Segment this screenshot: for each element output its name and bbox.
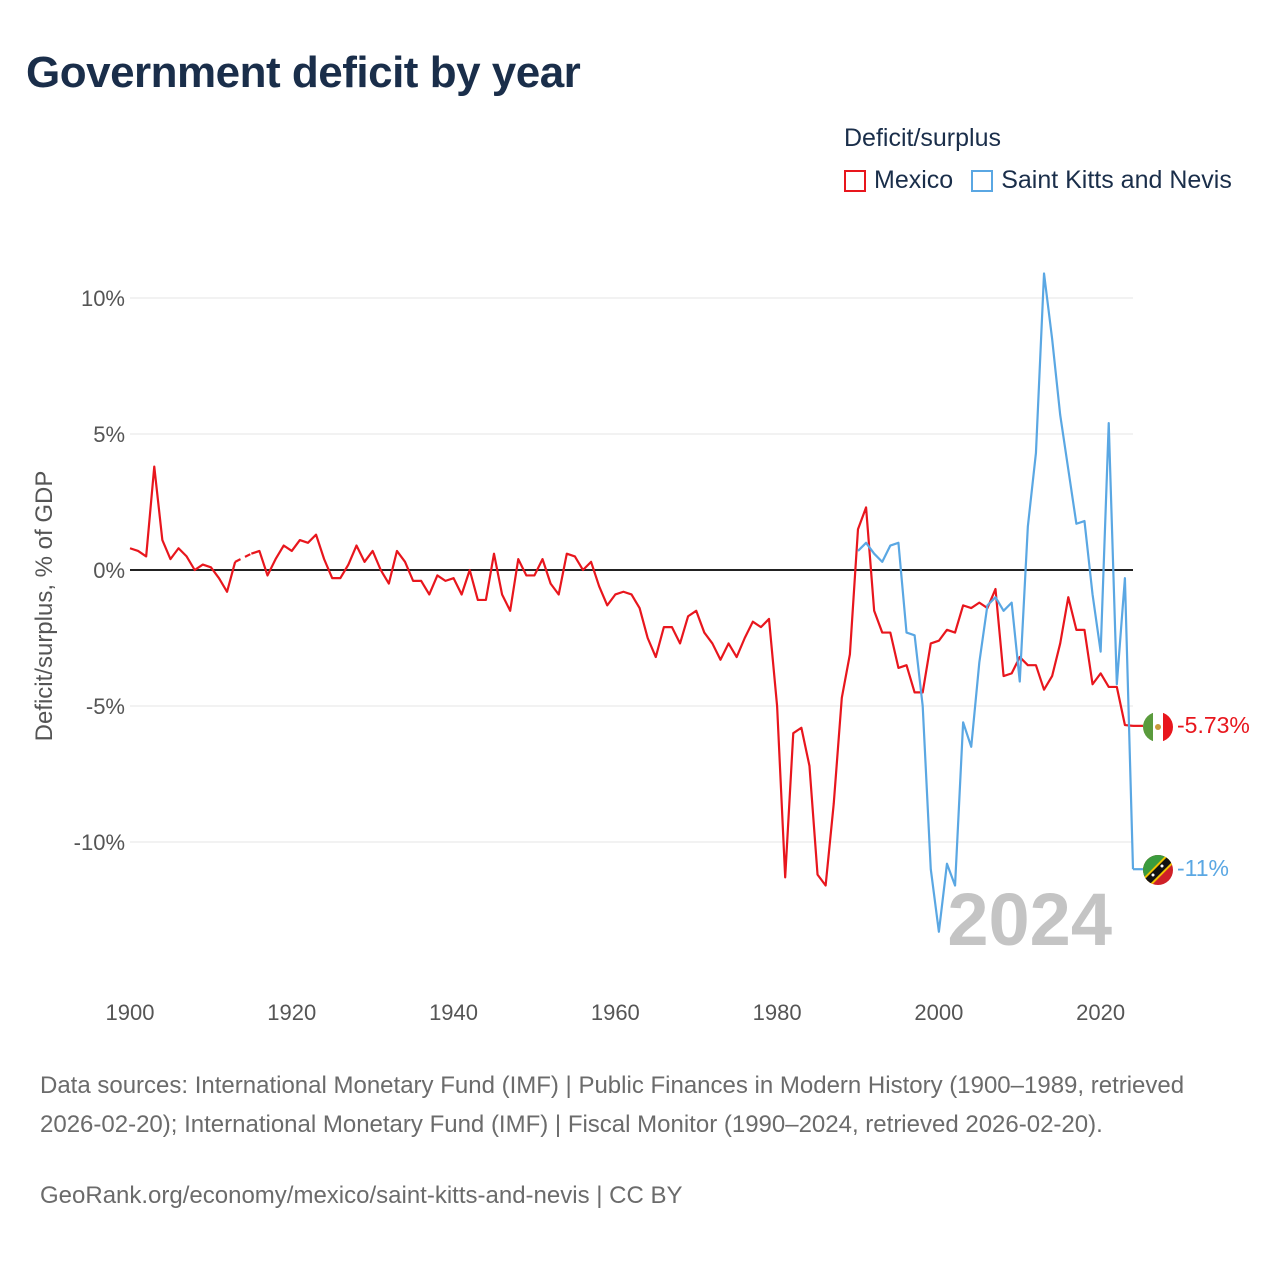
- y-axis-label: Deficit/surplus, % of GDP: [31, 471, 58, 742]
- x-tick-label: 1980: [753, 1000, 802, 1025]
- y-tick-label: -5%: [86, 694, 125, 719]
- series-line-mexico: [250, 506, 1134, 887]
- x-tick-label: 2020: [1076, 1000, 1125, 1025]
- line-chart: 10% 5% 0% -5% -10% 1900 1920 1940 1960 1980 2000 20…: [31, 272, 1250, 1025]
- y-tick-label: 5%: [93, 422, 125, 447]
- legend-label-skn: Saint Kitts and Nevis: [1001, 166, 1232, 194]
- saint-kitts-flag-icon: [1143, 855, 1173, 885]
- y-tick-label: 0%: [93, 558, 125, 583]
- legend: Mexico Saint Kitts and Nevis: [844, 166, 1250, 195]
- x-tick-label: 1960: [591, 1000, 640, 1025]
- x-tick-label: 1920: [267, 1000, 316, 1025]
- series-line-mexico: [129, 465, 237, 593]
- year-watermark: 2024: [947, 878, 1112, 961]
- data-sources: Data sources: International Monetary Fun…: [40, 1072, 1185, 1138]
- legend-title: Deficit/surplus: [844, 124, 1001, 152]
- legend-label-mexico: Mexico: [874, 166, 954, 194]
- credit-link[interactable]: GeoRank.org/economy/mexico/saint-kitts-a…: [40, 1182, 683, 1209]
- x-tick-label: 2000: [914, 1000, 963, 1025]
- mexico-end-label: -5.73%: [1177, 712, 1250, 738]
- series-gap-dashed: [234, 552, 252, 563]
- grid: 10% 5% 0% -5% -10% 1900 1920 1940 1960 1980 2000 20…: [74, 286, 1133, 1025]
- chart-title: Government deficit by year: [26, 48, 581, 97]
- x-tick-label: 1940: [429, 1000, 478, 1025]
- legend-item-skn[interactable]: Saint Kitts and Nevis: [971, 166, 1232, 195]
- mexico-flag-icon: [1143, 712, 1173, 742]
- series-lines: [129, 272, 1143, 933]
- x-tick-label: 1900: [106, 1000, 155, 1025]
- y-tick-label: 10%: [81, 286, 125, 311]
- skn-end-label: -11%: [1177, 855, 1229, 881]
- legend-item-mexico[interactable]: Mexico: [844, 166, 953, 195]
- legend-swatch-mexico: [844, 169, 866, 192]
- series-line-saint-kitts-and-nevis: [857, 272, 1135, 933]
- y-tick-label: -10%: [74, 830, 125, 855]
- legend-swatch-skn: [971, 169, 994, 192]
